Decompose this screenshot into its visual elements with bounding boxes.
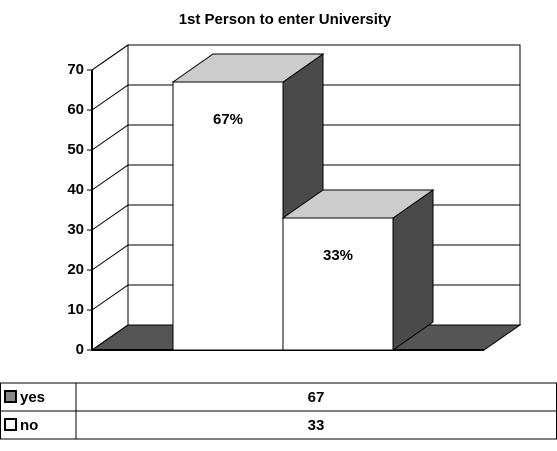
y-tick-label: 40 <box>67 181 84 198</box>
bar <box>172 81 284 351</box>
side-wall <box>91 44 129 351</box>
y-tick-label: 30 <box>67 221 84 238</box>
grid-line <box>91 164 520 191</box>
data-label: 33% <box>323 247 353 264</box>
grid-line <box>91 84 520 111</box>
table-value: 67 <box>308 389 325 406</box>
y-tick-label: 50 <box>67 141 84 158</box>
y-tick-label: 60 <box>67 101 84 118</box>
chart-title: 1st Person to enter University <box>179 11 392 28</box>
grid-line <box>91 44 520 71</box>
y-tick-label: 20 <box>67 261 84 278</box>
table-row <box>0 382 557 412</box>
legend-swatch <box>4 390 17 403</box>
table-row-label: yes <box>20 389 45 406</box>
legend-swatch <box>4 418 17 431</box>
data-label: 67% <box>213 111 243 128</box>
table-row <box>0 410 557 440</box>
grid-line <box>91 124 520 151</box>
y-tick-label: 70 <box>67 61 84 78</box>
y-tick-label: 0 <box>76 341 84 358</box>
table-row-label: no <box>20 417 38 434</box>
table-value: 33 <box>308 417 325 434</box>
bar <box>282 217 394 351</box>
y-tick-label: 10 <box>67 301 84 318</box>
